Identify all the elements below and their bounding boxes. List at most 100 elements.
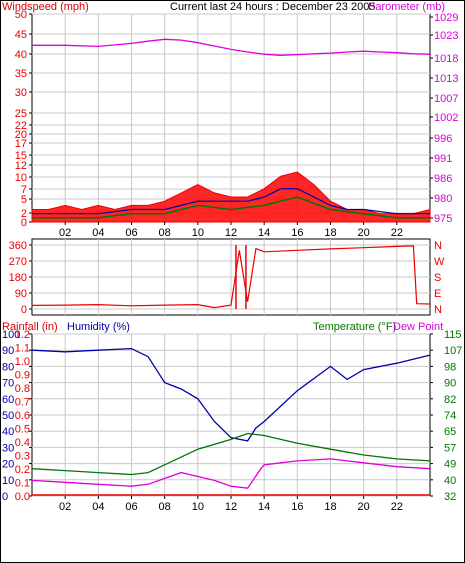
windspeed-tick-label: 35 [15,68,27,80]
compass-tick-label: W [434,256,445,268]
temperature-tick-label: 74 [444,410,456,422]
period-title: Current last 24 hours : December 23 2005 [170,1,375,13]
temperature-tick-label: 40 [444,475,456,487]
temperature-tick-label: 65 [444,426,456,438]
rainfall-axis-title: Rainfall (in) [2,321,58,333]
rainfall-tick-label: 0.7 [15,397,30,409]
wind-x-tick-label: 16 [291,227,303,239]
rainfall-tick-label: 0.9 [15,370,30,382]
windspeed-tick-label: 10 [15,172,27,184]
windspeed-tick-label: 0 [21,217,27,229]
rainfall-tick-label: 0.4 [15,437,30,449]
temperature-tick-label: 57 [444,442,456,454]
barometer-tick-label: 1018 [434,53,458,65]
wind-x-tick-label: 14 [258,227,270,239]
wind-direction-series [31,245,431,309]
barometer-axis-title: Barometer (mb) [368,1,445,13]
humidity-tick-label: 20 [2,459,14,471]
temperature-tick-label: 32 [444,491,456,503]
direction-tick-label: 90 [15,288,27,300]
humidity-tick-label: 100 [2,329,20,341]
windspeed-tick-label: 22 [15,120,27,132]
climate-x-tick-label: 14 [258,501,270,513]
wind-x-tick-label: 06 [125,227,137,239]
climate-x-tick-label: 22 [391,501,403,513]
climate-x-tick-label: 20 [358,501,370,513]
windspeed-tick-label: 30 [15,87,27,99]
climate-x-tick-label: 18 [324,501,336,513]
humidity-series [31,347,431,442]
rainfall-tick-label: 0.5 [15,424,30,436]
windspeed-tick-label: 25 [15,108,27,120]
windspeed-tick-label: 20 [15,129,27,141]
temperature-tick-label: 90 [444,378,456,390]
direction-tick-label: 360 [9,240,27,252]
windspeed-tick-label: 2 [21,208,27,220]
compass-tick-label: N [434,240,442,252]
wind-x-tick-label: 10 [192,227,204,239]
temperature-tick-label: 107 [444,345,462,357]
climate-x-tick-label: 10 [192,501,204,513]
barometer-tick-label: 1013 [434,73,458,85]
windspeed-tick-label: 15 [15,150,27,162]
climate-x-tick-label: 04 [92,501,104,513]
rainfall-tick-label: 0.0 [15,491,30,503]
wind-barometer-chart: Windspeed (mph) Current last 24 hours : … [2,1,458,239]
dewpoint-series [31,458,431,489]
rainfall-tick-label: 1.0 [15,356,30,368]
rainfall-tick-label: 1.2 [15,329,30,341]
windspeed-tick-label: 40 [15,49,27,61]
rainfall-tick-label: 0.3 [15,451,30,463]
wind-x-tick-label: 02 [59,227,71,239]
rainfall-tick-label: 0.6 [15,410,30,422]
wind-x-tick-label: 12 [225,227,237,239]
barometer-tick-label: 980 [434,193,452,205]
wind-x-tick-label: 08 [159,227,171,239]
windspeed-tick-label: 5 [21,194,27,206]
humidity-tick-label: 80 [2,361,14,373]
direction-tick-label: 0 [21,304,27,316]
compass-tick-label: S [434,272,441,284]
humidity-axis-title: Humidity (%) [67,321,130,333]
climate-x-tick-label: 08 [159,501,171,513]
temperature-tick-label: 98 [444,361,456,373]
windspeed-tick-label: 45 [15,29,27,41]
temperature-series [31,432,431,476]
barometer-tick-label: 975 [434,213,452,225]
compass-tick-label: N [434,304,442,316]
temperature-axis-title: Temperature (°F) [313,321,396,333]
windspeed-tick-label: 50 [15,9,27,21]
humidity-series [32,188,430,215]
humidity-tick-label: 0 [2,491,8,503]
barometer-tick-label: 1002 [434,112,458,124]
direction-tick-label: 180 [9,272,27,284]
barometer-tick-label: 1023 [434,30,458,42]
windspeed-axis-title: Windspeed (mph) [2,1,89,13]
temperature-tick-label: 82 [444,394,456,406]
barometer-tick-label: 996 [434,133,452,145]
wind-x-tick-label: 22 [391,227,403,239]
humidity-tick-label: 30 [2,442,14,454]
climate-x-tick-label: 12 [225,501,237,513]
humidity-tick-label: 70 [2,378,14,390]
climate-x-tick-label: 16 [291,501,303,513]
humidity-tick-label: 40 [2,426,14,438]
rainfall-tick-label: 1.1 [15,343,30,355]
barometer-tick-label: 986 [434,173,452,185]
wind-x-tick-label: 04 [92,227,104,239]
humidity-tick-label: 10 [2,475,14,487]
temperature-tick-label: 115 [444,329,462,341]
windspeed-tick-label: 12 [15,160,27,172]
climate-x-tick-label: 06 [125,501,137,513]
temperature-tick-label: 49 [444,459,456,471]
compass-tick-label: E [434,288,441,300]
wind-x-tick-label: 20 [358,227,370,239]
humidity-tick-label: 60 [2,394,14,406]
dewpoint-axis-title: Dew Point [393,321,443,333]
wind-x-tick-label: 18 [324,227,336,239]
humidity-tick-label: 90 [2,345,14,357]
barometer-tick-label: 1007 [434,93,458,105]
rainfall-tick-label: 0.8 [15,383,30,395]
